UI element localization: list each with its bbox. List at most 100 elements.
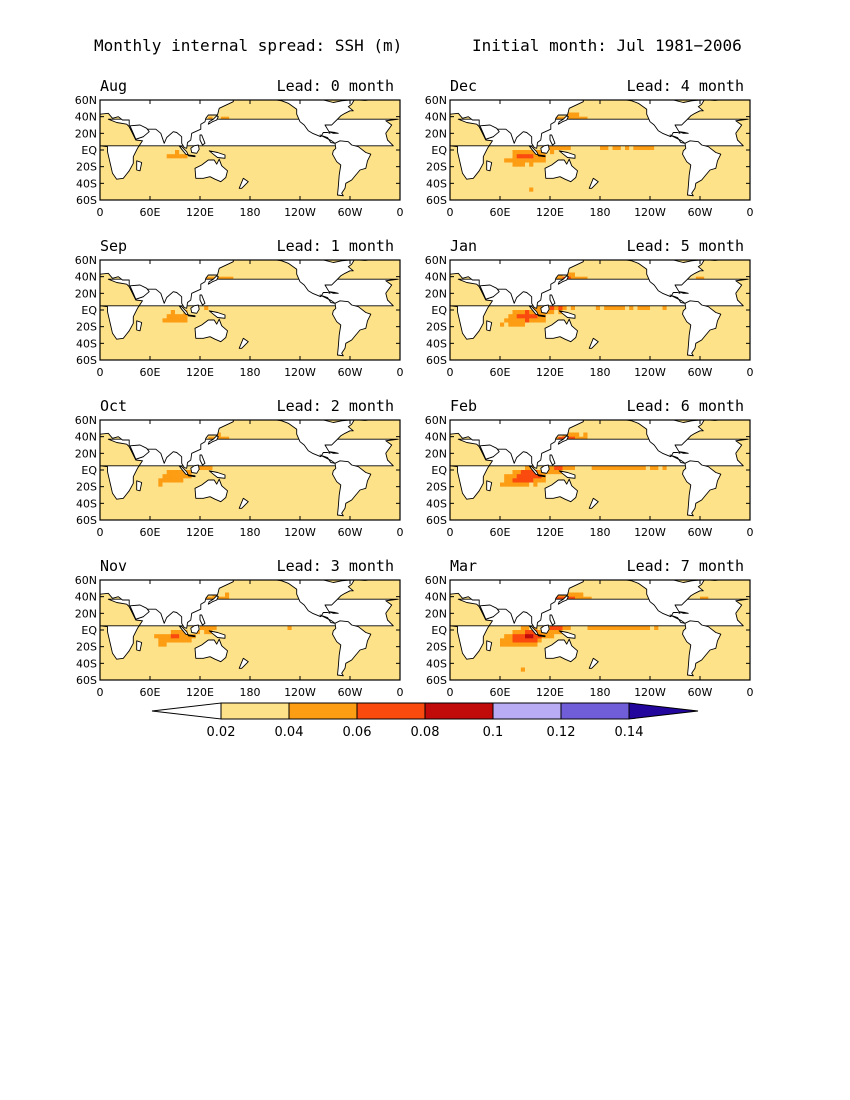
land-outline xyxy=(682,460,722,517)
lat-tick-label: 20S xyxy=(76,321,97,334)
lon-tick-label: 60E xyxy=(490,206,511,219)
lon-tick-label: 120W xyxy=(634,686,666,699)
lon-tick-label: 0 xyxy=(447,366,454,379)
lat-tick-label: 20S xyxy=(76,481,97,494)
lat-tick-label: 60N xyxy=(425,254,447,267)
panel-month-label: Aug xyxy=(100,77,127,95)
lat-tick-label: 60S xyxy=(426,354,447,367)
colorbar-box xyxy=(288,702,358,720)
land-outline xyxy=(208,310,226,319)
land-outline xyxy=(479,444,500,460)
lon-tick-label: 0 xyxy=(747,206,754,219)
land-outline xyxy=(328,611,339,614)
panel-lead-label: Lead: 4 month xyxy=(627,77,744,95)
land-outline xyxy=(194,158,228,183)
land-outline xyxy=(129,604,150,620)
land-outline xyxy=(136,160,143,172)
land-outline xyxy=(136,480,143,492)
lat-tick-label: EQ xyxy=(81,304,97,317)
lon-tick-label: 60E xyxy=(140,206,161,219)
land-outline xyxy=(537,474,546,478)
lat-tick-label: 60N xyxy=(425,414,447,427)
land-outline xyxy=(558,150,576,159)
land-outline xyxy=(558,310,576,319)
land-outline xyxy=(537,634,546,638)
lon-tick-label: 0 xyxy=(447,686,454,699)
lat-tick-label: 60S xyxy=(426,514,447,527)
land-outline xyxy=(100,438,399,500)
land-outline xyxy=(682,140,722,197)
lat-tick-label: 60S xyxy=(76,674,97,687)
lon-tick-label: 120W xyxy=(634,366,666,379)
lon-tick-label: 120E xyxy=(536,526,564,539)
land-outline xyxy=(479,284,500,300)
land-outline xyxy=(332,300,372,357)
land-outline xyxy=(199,454,206,466)
lon-tick-label: 120W xyxy=(284,366,316,379)
land-outline xyxy=(276,100,400,138)
lon-tick-label: 120E xyxy=(536,206,564,219)
lat-tick-label: 40S xyxy=(426,657,447,670)
land-outline xyxy=(626,260,750,298)
lat-tick-label: 40N xyxy=(75,591,97,604)
land-outline xyxy=(626,580,750,618)
land-outline xyxy=(238,497,249,509)
land-outline xyxy=(588,177,599,189)
lon-tick-label: 120W xyxy=(634,206,666,219)
lon-tick-label: 180 xyxy=(590,206,611,219)
land-outline xyxy=(199,614,206,626)
colorbar-box xyxy=(492,702,562,720)
land-outline xyxy=(450,580,584,629)
land-outline xyxy=(199,294,206,306)
land-outline xyxy=(190,304,200,314)
land-outline xyxy=(238,657,249,669)
colorbar-label: 0.12 xyxy=(547,725,576,740)
land-outline xyxy=(187,154,196,158)
lat-tick-label: 40N xyxy=(425,591,447,604)
lon-tick-label: 180 xyxy=(240,526,261,539)
land-outline xyxy=(450,420,584,469)
colorbar-box xyxy=(424,702,494,720)
land-outline xyxy=(208,150,226,159)
land-outline xyxy=(540,624,550,634)
lon-tick-label: 0 xyxy=(97,526,104,539)
lat-tick-label: 20S xyxy=(426,161,447,174)
figure-subtitle: Initial month: Jul 1981−2006 xyxy=(472,36,742,55)
lat-tick-label: 60N xyxy=(425,94,447,107)
lon-tick-label: 180 xyxy=(240,366,261,379)
lat-tick-label: 40N xyxy=(75,271,97,284)
land-outline xyxy=(332,620,372,677)
land-outline xyxy=(207,435,219,445)
lon-tick-label: 60W xyxy=(688,686,713,699)
land-outline xyxy=(626,100,750,138)
land-outline xyxy=(194,318,228,343)
land-outline xyxy=(479,604,500,620)
land-outline xyxy=(100,260,234,309)
land-outline xyxy=(557,275,569,285)
land-outline xyxy=(549,134,556,146)
panel-month-label: Dec xyxy=(450,77,477,95)
lat-tick-label: EQ xyxy=(431,304,447,317)
lon-tick-label: 120E xyxy=(186,366,214,379)
lat-tick-label: 60N xyxy=(75,414,97,427)
lon-tick-label: 60W xyxy=(338,526,363,539)
land-outline xyxy=(276,580,400,618)
lon-tick-label: 0 xyxy=(397,526,404,539)
panel-month-label: Feb xyxy=(450,397,477,415)
land-outline xyxy=(332,140,372,197)
land-outline xyxy=(187,474,196,478)
land-outline xyxy=(450,438,749,500)
land-outline xyxy=(678,131,689,134)
lon-tick-label: 60W xyxy=(338,686,363,699)
land-outline xyxy=(626,420,750,458)
panel-lead-label: Lead: 7 month xyxy=(627,557,744,575)
land-outline xyxy=(537,154,546,158)
panel-lead-label: Lead: 6 month xyxy=(627,397,744,415)
lat-tick-label: 40S xyxy=(76,657,97,670)
land-outline xyxy=(588,337,599,349)
